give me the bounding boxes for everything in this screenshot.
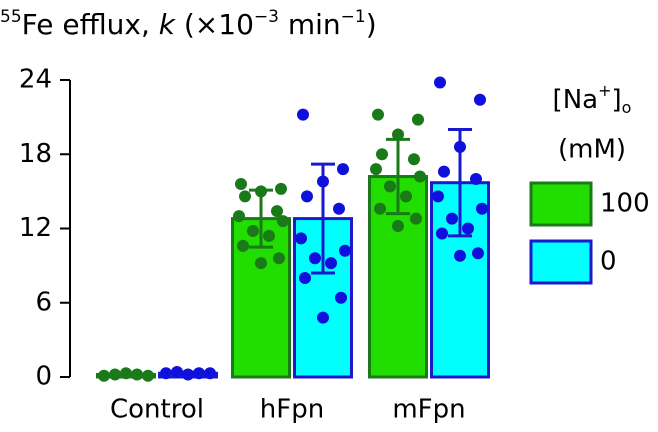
data-point xyxy=(372,108,384,121)
data-point xyxy=(472,247,484,260)
legend-swatch xyxy=(529,181,593,227)
data-point xyxy=(335,291,347,304)
x-tick-label: hFpn xyxy=(260,395,324,425)
data-point xyxy=(295,232,307,245)
data-point xyxy=(233,210,245,223)
data-point xyxy=(98,369,110,382)
data-point xyxy=(237,239,249,252)
title-sup: 55 xyxy=(0,7,22,27)
data-point xyxy=(476,202,488,215)
y-tick-label: 6 xyxy=(35,287,52,317)
legend-swatch xyxy=(529,239,593,285)
data-point xyxy=(410,212,422,225)
data-point xyxy=(400,190,412,203)
data-point xyxy=(462,222,474,235)
legend-title-sup: + xyxy=(598,81,611,100)
data-point xyxy=(239,190,251,203)
title-text: ) xyxy=(366,8,377,41)
data-point xyxy=(317,311,329,324)
data-point xyxy=(454,140,466,153)
y-tick-label: 18 xyxy=(19,139,52,169)
y-tick-label: 0 xyxy=(35,362,52,392)
data-point xyxy=(432,190,444,203)
data-point xyxy=(160,367,172,380)
data-point xyxy=(171,366,183,379)
data-point xyxy=(408,153,420,166)
legend-title: [Na+]o xyxy=(553,81,632,117)
data-point xyxy=(142,369,154,382)
data-point xyxy=(255,185,267,198)
data-point xyxy=(474,93,486,106)
data-point xyxy=(109,368,121,381)
data-point xyxy=(392,128,404,141)
data-point xyxy=(446,212,458,225)
data-point xyxy=(376,148,388,161)
data-point xyxy=(414,170,426,183)
data-point xyxy=(273,252,285,265)
title-sup: −1 xyxy=(341,7,366,27)
y-tick-label: 12 xyxy=(19,213,52,243)
data-point xyxy=(299,272,311,284)
legend-title-sub: o xyxy=(622,98,632,117)
title-text: min xyxy=(279,8,341,41)
data-point xyxy=(438,165,450,178)
legend-label: 0 xyxy=(600,247,617,277)
y-tick-label: 24 xyxy=(19,65,52,95)
data-point xyxy=(317,175,329,188)
legend-title-text: [Na xyxy=(553,85,599,115)
y-axis-title: 55Fe efflux, k (×10−3 min−1) xyxy=(0,7,377,41)
x-tick-label: mFpn xyxy=(392,395,465,425)
data-point xyxy=(277,215,289,228)
data-point xyxy=(182,368,194,381)
data-point xyxy=(271,205,283,218)
data-point xyxy=(235,177,247,190)
data-point xyxy=(370,163,382,176)
data-point xyxy=(434,76,446,89)
data-point xyxy=(247,224,259,237)
data-point xyxy=(204,367,216,380)
data-point xyxy=(339,244,351,257)
legend-title-text: ] xyxy=(611,85,621,115)
data-point xyxy=(374,202,386,215)
title-sup: −3 xyxy=(254,7,279,27)
data-point xyxy=(392,220,404,233)
data-point xyxy=(120,367,132,380)
data-point xyxy=(333,202,345,215)
data-point xyxy=(193,367,205,380)
data-point xyxy=(470,173,482,185)
data-point xyxy=(412,113,424,126)
data-point xyxy=(263,229,275,242)
data-point xyxy=(309,252,321,265)
data-point xyxy=(255,257,267,270)
legend-label: 100 xyxy=(600,189,650,219)
data-point xyxy=(131,368,143,381)
title-text: Fe efflux, xyxy=(22,8,159,41)
data-point xyxy=(275,182,287,195)
data-point xyxy=(454,249,466,262)
data-point xyxy=(436,227,448,240)
data-point xyxy=(301,190,313,203)
data-point xyxy=(384,180,396,193)
x-tick-label: Control xyxy=(110,395,204,425)
legend-title: (mM) xyxy=(558,135,626,165)
data-point xyxy=(297,108,309,121)
title-italic: k xyxy=(159,8,177,41)
data-point xyxy=(325,257,337,270)
data-point xyxy=(337,163,349,176)
title-text: (×10 xyxy=(175,8,254,41)
